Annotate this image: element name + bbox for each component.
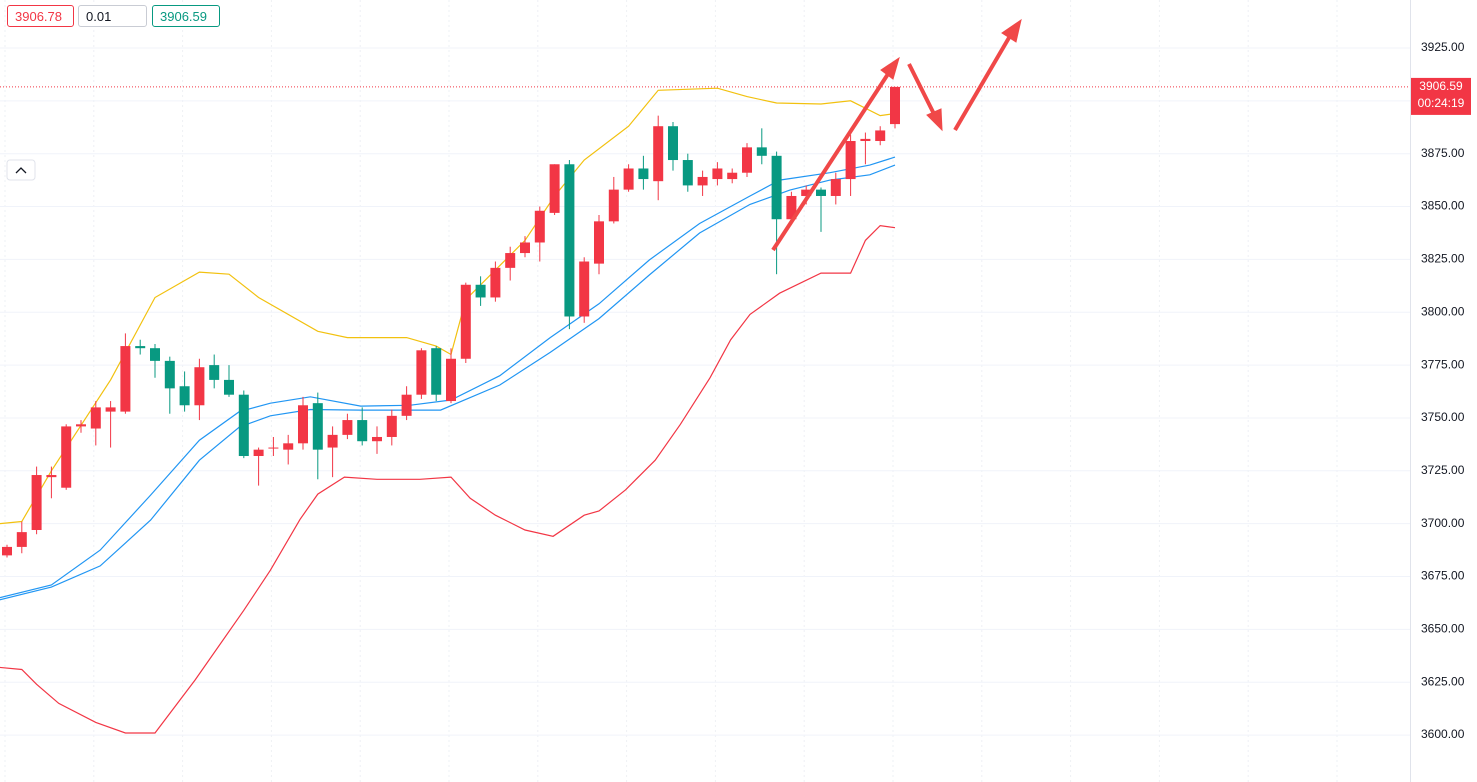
candle-body [357, 420, 368, 442]
collapse-button[interactable] [6, 159, 36, 181]
candle-body [801, 189, 812, 196]
sell-box[interactable]: 3906.78 [7, 5, 74, 27]
candle-body [549, 164, 560, 213]
candle-body [150, 348, 160, 361]
candle-body [327, 434, 338, 448]
y-tick-label: 3650.00 [1421, 622, 1465, 636]
candle-body [712, 168, 723, 180]
drawn-arrows [771, 18, 1022, 252]
candle-body [668, 126, 678, 161]
candle-body [135, 346, 146, 349]
price-tag [1411, 77, 1471, 115]
candle-body [61, 426, 72, 488]
candle-body [238, 394, 249, 457]
candle-body [475, 284, 486, 298]
arrow [771, 72, 890, 252]
price-tag-countdown: 00:24:19 [1418, 96, 1465, 110]
candle-body [505, 253, 516, 268]
arrow-head [880, 56, 900, 80]
y-tick-label: 3675.00 [1421, 569, 1465, 583]
size-box[interactable]: 0.01 [78, 5, 147, 27]
candle-body [31, 475, 42, 531]
candle-body [756, 147, 767, 156]
y-tick-label: 3925.00 [1421, 40, 1465, 54]
candle-body [638, 168, 649, 180]
candle-body [830, 179, 841, 196]
candle-body [816, 189, 826, 196]
collapse-icon [15, 167, 27, 174]
arrow-head [1001, 18, 1022, 43]
candle-body [446, 358, 456, 402]
candle-body [564, 164, 575, 317]
candle-body [224, 379, 234, 395]
candle-body [786, 195, 797, 220]
candle-body [372, 436, 382, 442]
candle-body [520, 242, 530, 254]
candle-body [697, 176, 708, 186]
candle-body [742, 147, 752, 173]
candle-body [386, 415, 397, 437]
y-tick-label: 3850.00 [1421, 199, 1465, 213]
candle-body [608, 189, 619, 222]
candle-body [431, 348, 442, 395]
candle-body [845, 141, 856, 180]
candle-body [860, 138, 871, 142]
arrow-head [926, 108, 943, 132]
price-axis: 3600.00 3625.00 3650.00 3675.00 3700.00 3725.… [1411, 0, 1471, 741]
candle-body [105, 407, 116, 412]
arrow [907, 63, 936, 115]
indicator-line [0, 224, 896, 734]
candle-body [727, 172, 738, 180]
candle-body [653, 126, 664, 182]
indicator-line [0, 87, 896, 525]
candle-body [490, 267, 501, 298]
candle-body [623, 168, 634, 190]
candle-body [771, 155, 782, 220]
grid [0, 0, 1410, 782]
candle-body [283, 443, 294, 450]
indicator-line [0, 164, 896, 601]
plot [0, 86, 1410, 734]
candle-body [312, 403, 323, 450]
candle-body [534, 210, 545, 243]
candle-body [90, 407, 101, 429]
y-tick-label: 3625.00 [1421, 674, 1465, 688]
candle-body [194, 367, 205, 406]
candle-body [16, 532, 27, 547]
candle-body [682, 160, 693, 186]
candle-body [164, 360, 175, 389]
candle-body [179, 386, 190, 406]
y-tick-label: 3700.00 [1421, 516, 1465, 530]
y-tick-label: 3950.00 [1421, 0, 1465, 1]
y-tick-label: 3725.00 [1421, 463, 1465, 477]
candle-body [298, 405, 308, 444]
candle-body [460, 284, 471, 359]
candle-body [209, 365, 220, 380]
y-tick-label: 3825.00 [1421, 252, 1465, 266]
candle-body [890, 86, 900, 125]
candle-body [2, 546, 12, 556]
arrow [953, 34, 1012, 132]
y-tick-label: 3875.00 [1421, 146, 1465, 160]
y-tick-label: 3775.00 [1421, 357, 1465, 371]
y-tick-label: 3600.00 [1421, 727, 1465, 741]
candle-body [594, 221, 604, 264]
candle-body [120, 346, 131, 412]
candle-body [342, 420, 353, 435]
y-tick-label: 3800.00 [1421, 304, 1465, 318]
candle-body [268, 447, 279, 449]
candle-body [401, 394, 412, 416]
buy-box[interactable]: 3906.59 [152, 5, 220, 27]
candle-body [46, 475, 57, 478]
y-tick-label: 3750.00 [1421, 410, 1465, 424]
candle-body [253, 449, 264, 457]
candle-body [579, 261, 590, 317]
candle-body [416, 350, 427, 395]
candle-body [875, 130, 886, 142]
price-tag-price: 3906.59 [1419, 79, 1463, 93]
candle-body [76, 424, 86, 427]
